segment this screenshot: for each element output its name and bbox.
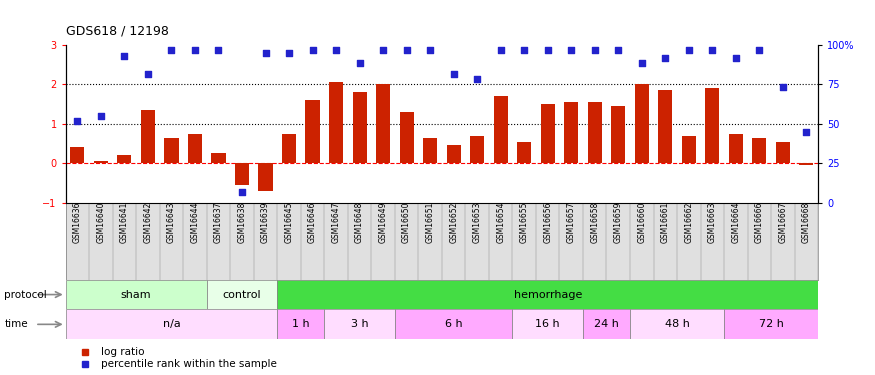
FancyBboxPatch shape — [724, 309, 818, 339]
Point — [776, 84, 790, 90]
Bar — [282, 134, 296, 163]
Point — [682, 47, 696, 53]
Point — [493, 47, 507, 53]
FancyBboxPatch shape — [325, 309, 395, 339]
Bar — [141, 110, 155, 163]
Point — [188, 47, 202, 53]
Point — [258, 50, 272, 56]
Bar — [212, 153, 226, 163]
FancyBboxPatch shape — [630, 309, 724, 339]
Bar — [164, 138, 178, 163]
Point — [470, 76, 484, 82]
Text: control: control — [222, 290, 262, 300]
Point — [353, 60, 367, 66]
FancyBboxPatch shape — [395, 309, 513, 339]
Text: 6 h: 6 h — [444, 320, 463, 329]
Bar — [470, 136, 484, 163]
Bar — [424, 138, 438, 163]
Bar — [588, 102, 602, 163]
Text: time: time — [4, 320, 28, 329]
Point — [705, 47, 719, 53]
Point — [564, 47, 578, 53]
Bar — [682, 136, 696, 163]
Point — [729, 55, 743, 61]
Bar — [493, 96, 507, 163]
Text: 48 h: 48 h — [665, 320, 690, 329]
Bar — [234, 163, 249, 185]
Point — [612, 47, 626, 53]
Text: 1 h: 1 h — [292, 320, 310, 329]
Point — [235, 189, 249, 195]
Bar — [376, 84, 390, 163]
Bar — [258, 163, 273, 191]
Point — [800, 129, 814, 135]
FancyBboxPatch shape — [66, 309, 277, 339]
FancyBboxPatch shape — [583, 309, 630, 339]
Bar — [94, 161, 108, 163]
FancyBboxPatch shape — [66, 280, 206, 309]
Bar — [117, 155, 131, 163]
Bar — [564, 102, 578, 163]
Bar — [400, 112, 414, 163]
Bar — [446, 146, 461, 163]
Point — [424, 47, 438, 53]
Bar — [705, 88, 719, 163]
Point — [588, 47, 602, 53]
Point — [282, 50, 296, 56]
Text: n/a: n/a — [163, 320, 180, 329]
Bar — [658, 90, 672, 163]
Bar — [353, 92, 367, 163]
FancyBboxPatch shape — [206, 280, 277, 309]
Bar — [541, 104, 555, 163]
Point — [329, 47, 343, 53]
Text: sham: sham — [121, 290, 151, 300]
Point — [400, 47, 414, 53]
Point — [141, 71, 155, 77]
Point — [305, 47, 319, 53]
FancyBboxPatch shape — [513, 309, 583, 339]
Text: 72 h: 72 h — [759, 320, 783, 329]
Text: GDS618 / 12198: GDS618 / 12198 — [66, 24, 169, 38]
Point — [94, 113, 108, 119]
Point — [164, 47, 178, 53]
Point — [446, 71, 460, 77]
Text: protocol: protocol — [4, 290, 47, 300]
Text: 3 h: 3 h — [351, 320, 368, 329]
Text: 24 h: 24 h — [594, 320, 619, 329]
Text: 16 h: 16 h — [536, 320, 560, 329]
Bar — [305, 100, 319, 163]
Bar — [776, 141, 790, 163]
Bar — [611, 106, 626, 163]
Bar — [517, 141, 531, 163]
Point — [541, 47, 555, 53]
Point — [752, 47, 766, 53]
Text: hemorrhage: hemorrhage — [514, 290, 582, 300]
Bar — [729, 134, 743, 163]
Point — [634, 60, 648, 66]
Bar — [329, 82, 343, 163]
Bar — [800, 163, 814, 165]
Point — [117, 53, 131, 58]
Bar — [752, 138, 766, 163]
Point — [70, 118, 84, 124]
Bar — [634, 84, 649, 163]
Legend: log ratio, percentile rank within the sample: log ratio, percentile rank within the sa… — [71, 343, 281, 374]
Point — [658, 55, 672, 61]
Point — [212, 47, 226, 53]
FancyBboxPatch shape — [277, 280, 818, 309]
Point — [517, 47, 531, 53]
Bar — [188, 134, 202, 163]
Point — [376, 47, 390, 53]
Bar — [70, 147, 84, 163]
FancyBboxPatch shape — [277, 309, 325, 339]
